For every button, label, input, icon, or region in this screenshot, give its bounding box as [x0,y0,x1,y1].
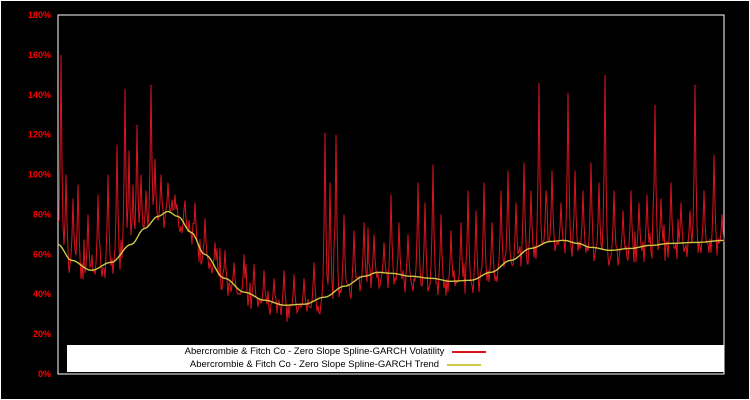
y-axis-tick-label: 60% [33,249,51,259]
legend: Abercrombie & Fitch Co - Zero Slope Spli… [67,345,724,372]
legend-label-trend: Abercrombie & Fitch Co - Zero Slope Spli… [189,359,440,370]
y-axis-tick-label: 20% [33,329,51,339]
y-axis-tick-label: 80% [33,209,51,219]
legend-label-volatility: Abercrombie & Fitch Co - Zero Slope Spli… [184,346,445,357]
legend-line-sample-trend [447,364,482,366]
volatility-series-line [57,54,725,322]
legend-line-sample-volatility [452,351,487,353]
legend-row-volatility: Abercrombie & Fitch Co - Zero Slope Spli… [7,346,664,358]
legend-row-trend: Abercrombie & Fitch Co - Zero Slope Spli… [7,359,664,371]
y-axis-tick-label: 0% [38,369,51,379]
y-axis-tick-label: 140% [28,90,51,100]
y-axis-tick-label: 120% [28,130,51,140]
y-axis-tick-label: 100% [28,170,51,180]
y-axis-tick-label: 160% [28,50,51,60]
y-axis-tick-label: 180% [28,10,51,20]
y-axis-tick-label: 40% [33,289,51,299]
trend-series-line [57,210,724,306]
